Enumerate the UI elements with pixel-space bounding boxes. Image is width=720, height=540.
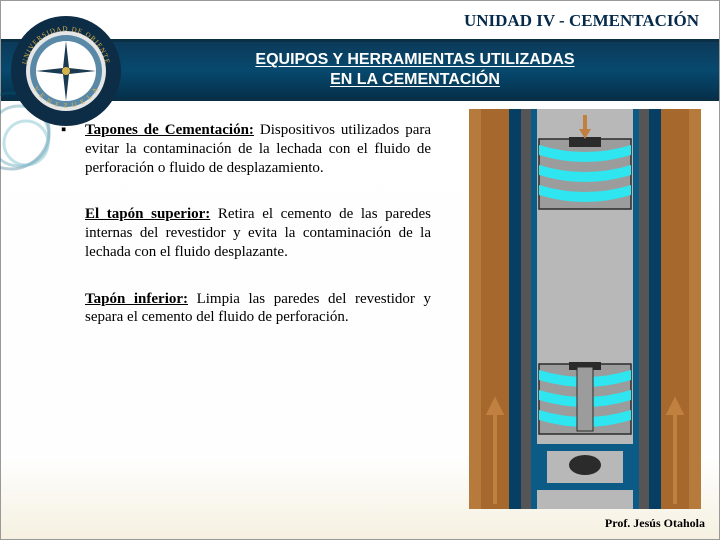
- paragraph-3: Tapón inferior: Limpia las paredes del r…: [61, 290, 431, 328]
- university-logo: UNIVERSIDAD DE ORIENTE V E N E Z U E L A: [6, 11, 126, 131]
- paragraph-1-body: Tapones de Cementación: Dispositivos uti…: [85, 121, 431, 177]
- content-area: ▪ Tapones de Cementación: Dispositivos u…: [61, 121, 431, 355]
- cementing-diagram: [469, 109, 701, 509]
- unit-title: UNIDAD IV - CEMENTACIÓN: [464, 11, 699, 31]
- paragraph-2: El tapón superior: Retira el cemento de …: [61, 205, 431, 261]
- footer-professor: Prof. Jesús Otahola: [605, 516, 705, 531]
- main-title-line2: EN LA CEMENTACIÓN: [330, 71, 500, 88]
- p2-heading: El tapón superior:: [85, 206, 210, 222]
- lower-plug: [539, 362, 631, 434]
- p3-heading: Tapón inferior:: [85, 291, 188, 307]
- main-title: EQUIPOS Y HERRAMIENTAS UTILIZADAS EN LA …: [255, 50, 574, 90]
- logo-svg: UNIVERSIDAD DE ORIENTE V E N E Z U E L A: [6, 11, 126, 131]
- main-title-line1: EQUIPOS Y HERRAMIENTAS UTILIZADAS: [255, 51, 574, 68]
